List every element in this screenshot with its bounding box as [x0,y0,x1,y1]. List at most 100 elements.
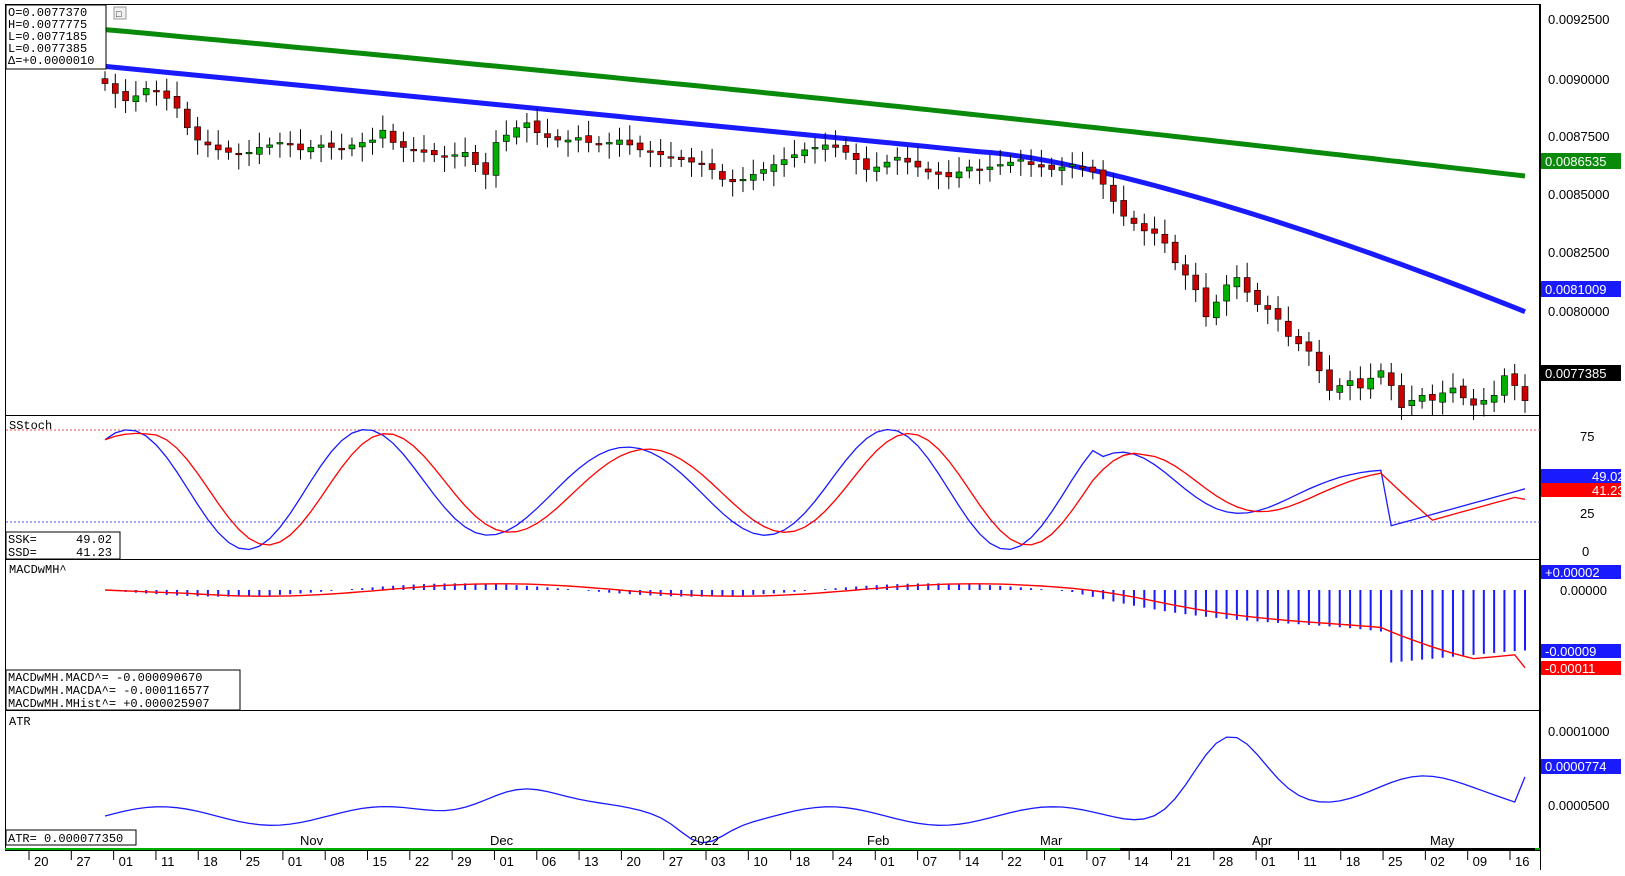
candle-up [523,122,531,129]
candle-down [677,156,685,160]
candle-down [729,179,736,183]
candle-up [492,142,500,176]
candle-down [852,152,860,160]
day-tick-label: 18 [796,854,810,869]
day-tick-label: 01 [499,854,513,869]
price-tick-label: 0.0087500 [1548,129,1609,144]
day-tick-label: 01 [119,854,133,869]
candle-down [1511,373,1519,386]
day-tick-label: 01 [1050,854,1064,869]
candle-up [1336,385,1344,393]
day-tick-label: 10 [753,854,767,869]
readout-toggle-button[interactable] [113,6,127,20]
candle-up [1058,166,1066,171]
candle-down [585,135,592,143]
panel-frames [5,4,1541,870]
candle-down [647,150,654,153]
candle-up [801,149,809,157]
candle-down [1048,164,1055,170]
candle-up [780,159,788,165]
atr-line [104,736,1526,844]
atr-badge: 0.0000774 [1545,759,1606,774]
price-tick-label: 0.0090000 [1548,72,1609,87]
atr-tick-label: 0.0000500 [1548,798,1609,813]
day-tick-label: 21 [1176,854,1190,869]
stoch-d-badge-bg [1541,483,1621,497]
macd-signal-badge: -0.00011 [1545,661,1595,676]
price-layer [101,27,1529,420]
candle-down [904,157,911,163]
ohlc-readout-box [5,4,107,70]
candle-up [358,142,366,148]
ohlc-open: O=0.0077370 [8,6,87,20]
last-price-badge-bg [1541,365,1621,381]
atr-title: ATR [9,715,31,729]
candle-down [698,162,706,165]
candle-up [811,147,819,150]
day-tick-label: 18 [203,854,217,869]
candle-down [225,147,232,153]
atr-badge-bg [1541,759,1621,774]
candle-up [1346,380,1354,386]
candle-down [153,90,160,93]
candle-down [214,144,222,151]
candle-up [955,171,963,179]
ma-long-line [104,27,1526,179]
candle-up [894,156,901,161]
macd-labels: MACDwMH^ +0.00002 0.00000 -0.00009 -0.00… [5,563,1621,711]
candle-down [1130,217,1138,224]
candle-down [1326,369,1333,391]
candle-up [379,129,387,139]
candle-down [1470,398,1477,406]
candle-down [173,96,181,109]
stoch-tick-label: 0 [1582,544,1589,559]
candle-down [842,145,850,153]
day-tick-label: 22 [1007,854,1021,869]
month-label: Apr [1252,833,1273,848]
candle-down [420,149,428,153]
stoch-d-line [104,432,1526,546]
stoch-labels: SStoch 75 25 0 49.02 41.23 SSK= 49.02 SS… [5,419,1625,560]
candle-up [266,144,273,148]
atr-panel-frame [5,710,1540,851]
macd-readout-macd: MACDwMH.MACD^= -0.000090670 [8,671,202,685]
time-axis-black-bar [1120,848,1535,850]
candle-up [348,144,356,150]
day-tick-label: 25 [1388,854,1402,869]
day-tick-label: 20 [34,854,48,869]
candle-up [132,95,140,103]
candle-up [307,147,315,153]
candle-down [554,136,562,141]
stoch-readout-box [5,531,121,560]
day-tick-label: 28 [1219,854,1233,869]
candle-down [1161,234,1169,244]
candle-up [1418,395,1426,402]
stoch-k-badge-bg [1541,469,1621,483]
stoch-d-label: SSD= [8,546,37,560]
candle-down [101,78,109,84]
macd-zero-tick: 0.00000 [1560,583,1607,598]
candle-down [595,143,603,146]
candle-down [286,143,294,146]
candle-up [1017,159,1025,162]
stoch-tick-label: 75 [1580,429,1594,444]
candle-down [976,168,983,171]
day-tick-label: 18 [1346,854,1360,869]
candle-up [1007,161,1014,166]
candle-down [235,152,243,156]
day-tick-label: 13 [584,854,598,869]
time-axis-green-bar [5,848,1540,850]
day-tick-label: 25 [246,854,260,869]
stoch-k-line [104,428,1526,551]
candle-down [1089,166,1097,173]
candle-down [122,91,129,102]
candle-down [1171,241,1179,264]
month-label: Mar [1040,833,1063,848]
stoch-title: SStoch [9,419,52,433]
macd-readout-signal: MACDwMH.MACDA^= -0.000116577 [8,684,210,698]
candle-down [1140,223,1148,232]
stoch-k-badge: 49.02 [1592,469,1625,484]
ma-long-badge-bg [1541,153,1621,169]
day-tick-label: 08 [330,854,344,869]
candle-down [472,152,479,165]
